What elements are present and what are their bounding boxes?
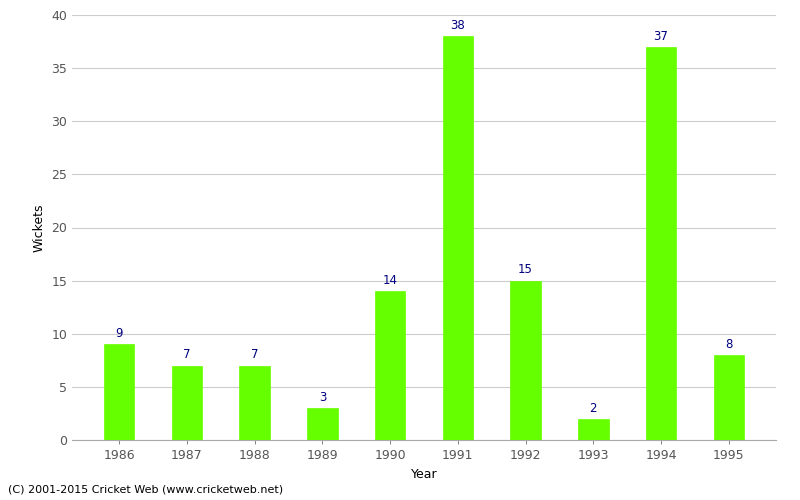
Text: 14: 14 bbox=[382, 274, 398, 287]
Text: 15: 15 bbox=[518, 264, 533, 276]
Text: 7: 7 bbox=[251, 348, 258, 362]
Bar bbox=[375, 291, 406, 440]
Y-axis label: Wickets: Wickets bbox=[33, 203, 46, 252]
Bar bbox=[578, 419, 609, 440]
Bar bbox=[714, 355, 744, 440]
Bar bbox=[172, 366, 202, 440]
Text: 38: 38 bbox=[450, 19, 466, 32]
Bar bbox=[307, 408, 338, 440]
Bar bbox=[646, 47, 676, 440]
Text: 7: 7 bbox=[183, 348, 190, 362]
Bar bbox=[239, 366, 270, 440]
X-axis label: Year: Year bbox=[410, 468, 438, 480]
Text: 3: 3 bbox=[318, 391, 326, 404]
Bar bbox=[442, 36, 473, 440]
Text: 2: 2 bbox=[590, 402, 597, 414]
Text: 37: 37 bbox=[654, 30, 669, 43]
Text: 8: 8 bbox=[725, 338, 733, 351]
Text: (C) 2001-2015 Cricket Web (www.cricketweb.net): (C) 2001-2015 Cricket Web (www.cricketwe… bbox=[8, 485, 283, 495]
Text: 9: 9 bbox=[115, 327, 123, 340]
Bar bbox=[104, 344, 134, 440]
Bar bbox=[510, 280, 541, 440]
